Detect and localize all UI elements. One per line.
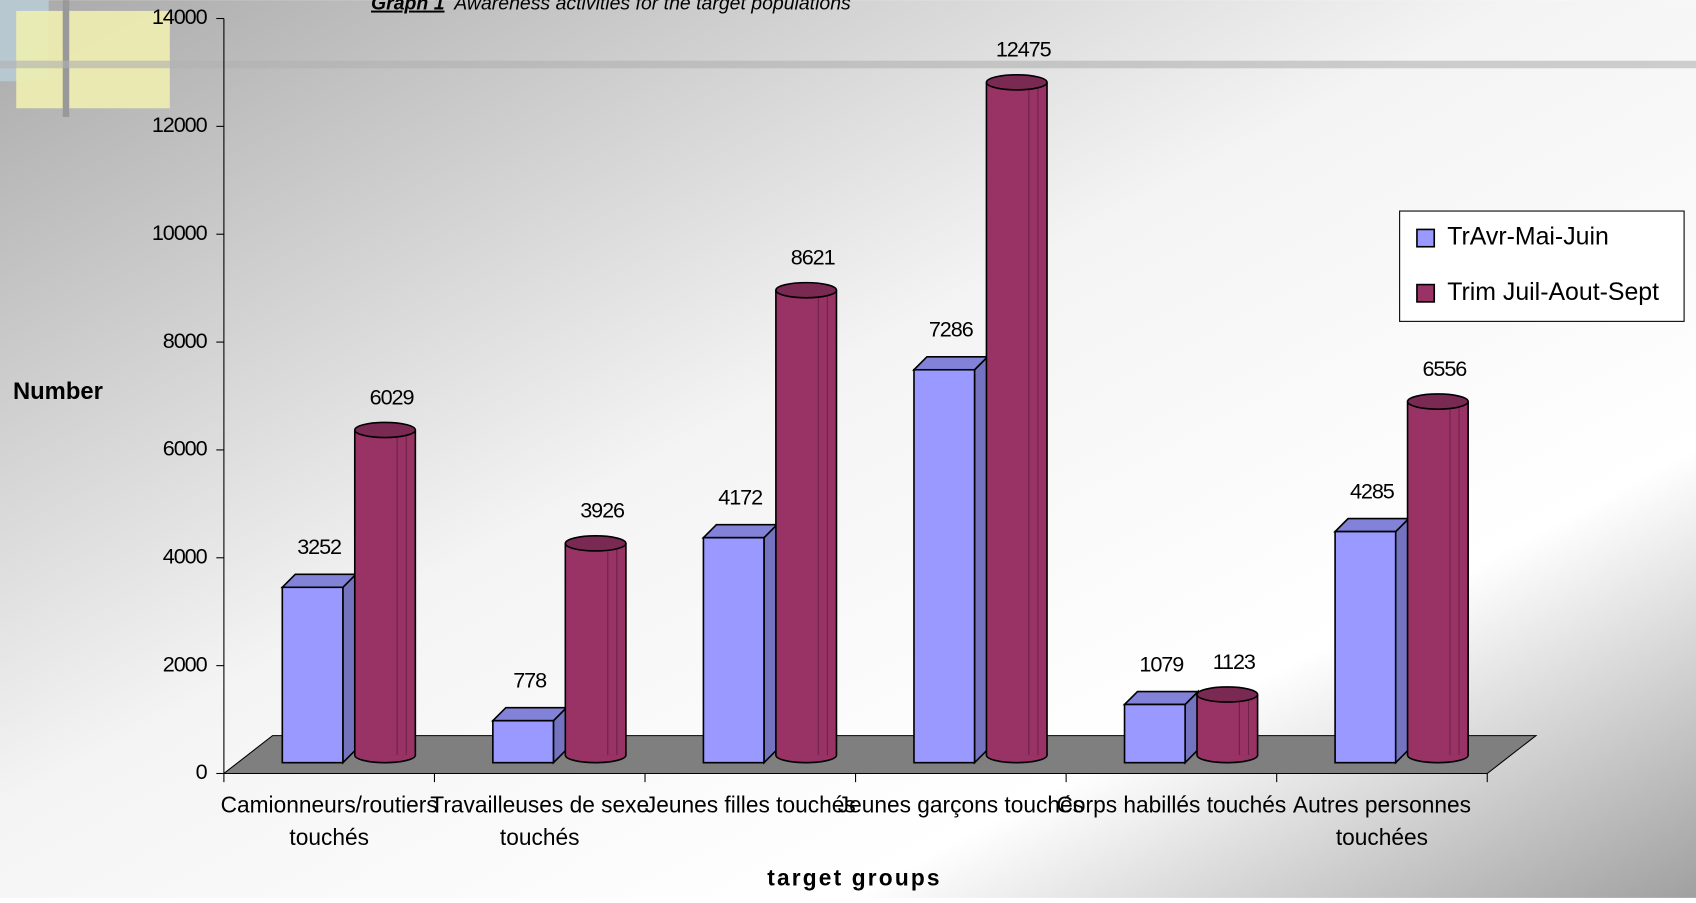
bar [564,535,627,764]
bar [1196,686,1259,764]
x-tick-label-box: Camionneurs/routiers touchés [220,792,438,851]
legend-swatch [1416,228,1436,248]
bar [775,281,838,764]
bar-top [280,573,358,589]
bar-top [1196,686,1259,703]
bar-front [913,368,976,764]
data-label: 12475 [996,37,1052,62]
bar-body [354,429,416,756]
x-tick-label: Autres personnes touchées [1292,792,1471,851]
bar-top [912,355,990,371]
bar [280,572,358,765]
data-label: 4285 [1350,478,1395,503]
bar-top [1333,517,1411,533]
x-tick-label: Jeunes filles touchés [644,792,856,818]
bar [490,705,569,765]
y-tick-label: 12000 [152,112,208,137]
bar [912,354,990,765]
bar-side [342,572,357,765]
x-tick-label: Camionneurs/routiers touchés [220,792,438,851]
bar-body [986,82,1048,756]
data-label: 3252 [297,534,341,559]
bar-side [1394,516,1410,765]
bar [353,421,417,764]
legend-label: TrAvr-Mai-Juin [1447,223,1609,251]
bar-top [490,706,569,722]
x-tick-label: Jeunes garçons touchés [837,792,1084,818]
x-tick-label-box: Jeunes filles touchés [644,792,856,818]
decoration [16,10,170,109]
data-label: 8621 [791,245,835,270]
bar [1333,516,1411,765]
data-label: 6029 [370,384,414,409]
x-tick-label: Corps habillés touchés [1056,792,1287,818]
bar-front [492,719,555,764]
bar [701,522,779,765]
bar-top [564,535,627,552]
x-tick-label: Travailleuses de sexe touchés [430,792,650,851]
y-axis-label: Number [13,378,103,405]
x-tick-label-box: Travailleuses de sexe touchés [430,792,650,851]
data-label: 778 [513,667,547,692]
bar-top [701,523,779,539]
legend [1399,210,1685,322]
bar-body [775,290,837,756]
data-label: 6556 [1422,356,1467,381]
bar-front [1334,530,1397,764]
data-label: 7286 [929,317,974,342]
data-label: 4172 [718,484,762,509]
bar-front [702,536,765,764]
legend-label: Trim Juil-Aout-Sept [1447,278,1659,306]
x-tick-label-box: Corps habillés touchés [1056,792,1287,818]
bar-body [1407,401,1469,756]
bar-side [973,354,989,765]
y-tick-label: 8000 [163,328,208,353]
y-tick-label: 6000 [163,436,208,461]
decoration [62,0,70,117]
bar-body [565,543,626,756]
data-label: 1123 [1213,649,1256,674]
bar-top [1122,690,1201,706]
chart-title: Awareness activities for the target popu… [453,0,851,15]
y-tick-label: 10000 [152,220,208,245]
bar-front [1123,703,1186,764]
bar [1406,393,1469,764]
decoration [0,60,1696,69]
y-tick-label: 4000 [163,544,208,569]
bar-body [1197,694,1258,756]
bar-top [1406,393,1469,410]
bar-side [763,522,778,765]
y-tick-label: 0 [196,759,208,784]
bar-top [985,73,1048,91]
bar-top [353,421,417,439]
y-tick-label: 2000 [163,651,208,676]
bar-top [775,281,838,299]
data-label: 1079 [1139,651,1183,676]
bar [985,73,1048,764]
bar [1122,689,1201,765]
bar-front [281,586,344,764]
title-label: Graph 1 [371,0,445,15]
x-axis-label: target groups [767,864,941,890]
data-label: 3926 [580,498,625,523]
x-tick-label-box: Jeunes garçons touchés [837,792,1084,818]
x-tick-label-box: Autres personnes touchées [1292,792,1471,851]
y-tick-label: 14000 [152,4,208,29]
legend-swatch [1416,283,1436,303]
